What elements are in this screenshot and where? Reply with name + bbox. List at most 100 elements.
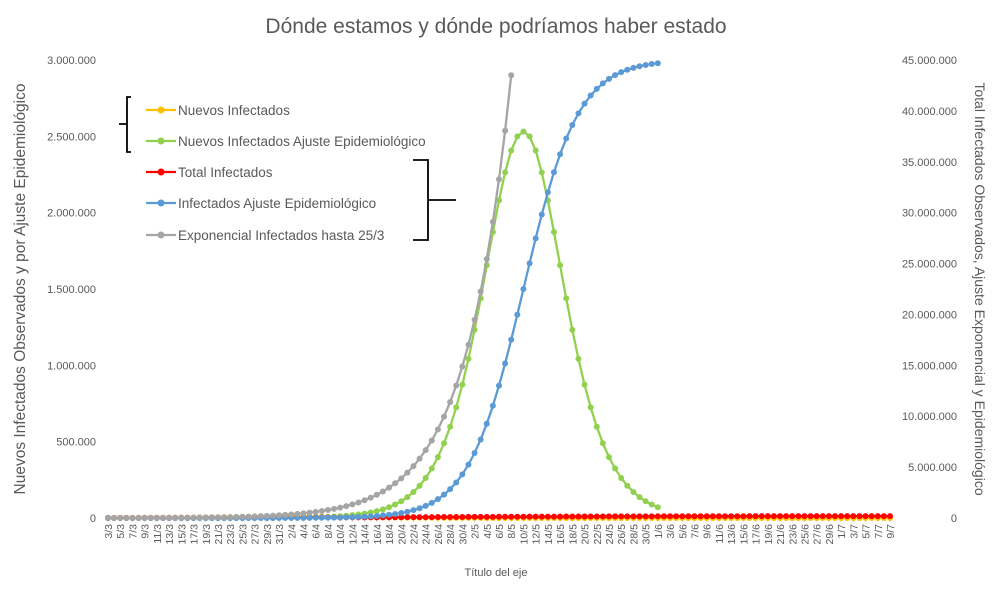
x-tick-label: 19/6 bbox=[763, 524, 775, 545]
x-tick-label: 5/3 bbox=[115, 524, 127, 539]
data-point bbox=[392, 510, 399, 517]
x-tick-label: 28/5 bbox=[628, 524, 640, 545]
data-point bbox=[569, 513, 576, 520]
data-point bbox=[502, 513, 509, 520]
data-point bbox=[367, 513, 374, 520]
data-point bbox=[703, 513, 710, 520]
legend: Nuevos Infectados Nuevos Infectados Ajust… bbox=[119, 96, 456, 243]
data-point bbox=[544, 513, 551, 520]
y-right-tick-label: 5.000.000 bbox=[908, 462, 957, 474]
data-point bbox=[770, 513, 777, 520]
data-point bbox=[300, 514, 307, 521]
legend-item: Total Infectados bbox=[146, 165, 273, 180]
data-point bbox=[538, 211, 545, 218]
data-point bbox=[514, 513, 521, 520]
data-point bbox=[410, 507, 417, 514]
x-tick-label: 4/5 bbox=[482, 524, 494, 539]
x-tick-label: 27/6 bbox=[812, 524, 824, 545]
data-point bbox=[520, 286, 527, 292]
data-point bbox=[404, 469, 411, 476]
series-1 bbox=[105, 128, 661, 521]
x-tick-label: 3/3 bbox=[103, 524, 115, 539]
data-point bbox=[581, 381, 588, 388]
legend-label: Nuevos Infectados Ajuste Epidemiológico bbox=[178, 134, 426, 149]
data-point bbox=[379, 506, 386, 513]
y-left-tick-label: 500.000 bbox=[56, 437, 96, 449]
data-point bbox=[667, 513, 674, 520]
data-point bbox=[404, 514, 411, 521]
data-point bbox=[135, 514, 142, 521]
data-point bbox=[728, 513, 735, 520]
data-point bbox=[300, 510, 307, 517]
data-point bbox=[416, 455, 423, 462]
x-tick-label: 11/6 bbox=[714, 524, 726, 544]
data-point bbox=[605, 454, 612, 461]
data-point bbox=[379, 488, 386, 495]
legend-label: Infectados Ajuste Epidemiológico bbox=[178, 196, 376, 211]
data-point bbox=[648, 61, 655, 68]
data-point bbox=[386, 511, 393, 518]
data-point bbox=[312, 514, 319, 521]
data-point bbox=[599, 513, 606, 520]
data-point bbox=[227, 514, 234, 521]
y-left-tick-label: 2.500.000 bbox=[47, 131, 96, 143]
data-point bbox=[465, 341, 472, 348]
data-point bbox=[441, 514, 448, 521]
data-point bbox=[453, 479, 460, 486]
x-tick-label: 7/3 bbox=[127, 524, 139, 539]
x-tick-label: 25/6 bbox=[799, 524, 811, 545]
data-point bbox=[337, 514, 344, 521]
x-tick-label: 16/5 bbox=[555, 524, 567, 545]
data-point bbox=[422, 502, 429, 509]
data-point bbox=[434, 496, 441, 503]
data-point bbox=[386, 504, 393, 511]
x-tick-label: 2/4 bbox=[286, 524, 298, 539]
data-point bbox=[630, 513, 637, 520]
data-point bbox=[214, 514, 221, 521]
x-tick-label: 4/4 bbox=[299, 524, 311, 539]
x-tick-label: 30/4 bbox=[457, 524, 469, 545]
data-point bbox=[178, 514, 185, 521]
data-point bbox=[648, 501, 655, 508]
data-point bbox=[599, 440, 606, 447]
data-point bbox=[569, 121, 576, 128]
y-right-tick-label: 40.000.000 bbox=[902, 106, 957, 118]
data-point bbox=[660, 513, 667, 520]
data-point bbox=[233, 513, 240, 520]
data-point bbox=[331, 505, 338, 512]
data-point bbox=[404, 508, 411, 515]
x-tick-label: 8/4 bbox=[323, 524, 335, 539]
data-point bbox=[202, 514, 209, 521]
data-point bbox=[496, 382, 502, 389]
data-point bbox=[331, 514, 338, 521]
y-left-tick-label: 0 bbox=[90, 513, 96, 525]
data-point bbox=[496, 513, 502, 520]
data-point bbox=[428, 514, 435, 521]
x-tick-label: 24/5 bbox=[604, 524, 616, 545]
x-tick-label: 6/5 bbox=[494, 524, 506, 539]
data-point bbox=[502, 169, 509, 176]
data-point bbox=[520, 128, 527, 135]
x-tick-label: 16/4 bbox=[372, 524, 384, 545]
data-point bbox=[508, 72, 515, 79]
data-point bbox=[190, 514, 197, 521]
x-tick-label: 17/6 bbox=[751, 524, 763, 545]
data-point bbox=[801, 513, 808, 520]
x-tick-label: 3/6 bbox=[665, 524, 677, 539]
data-point bbox=[654, 513, 661, 520]
data-point bbox=[777, 513, 784, 520]
x-tick-label: 26/4 bbox=[433, 524, 445, 545]
data-point bbox=[569, 326, 576, 333]
data-point bbox=[715, 513, 722, 520]
x-tick-label: 28/4 bbox=[445, 524, 457, 545]
data-point bbox=[465, 513, 472, 520]
data-point bbox=[612, 465, 619, 472]
data-point bbox=[471, 450, 478, 457]
data-point bbox=[746, 513, 753, 520]
data-point bbox=[636, 63, 643, 70]
data-point bbox=[887, 513, 893, 520]
data-point bbox=[709, 513, 716, 520]
legend-swatch-marker bbox=[157, 137, 165, 145]
data-point bbox=[599, 80, 606, 87]
